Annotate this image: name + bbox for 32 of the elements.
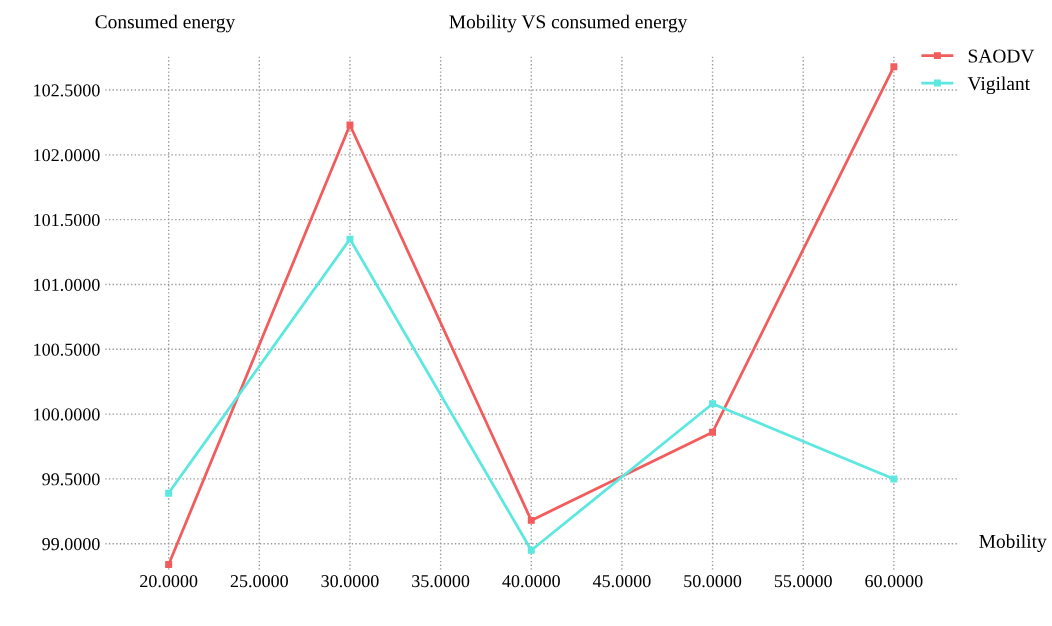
x-tick-label: 50.0000 — [684, 575, 742, 588]
x-tick-label: 60.0000 — [865, 575, 923, 588]
y-tick-label: 101.5000 — [34, 213, 100, 227]
point — [165, 489, 173, 497]
chart-title: Mobility VS consumed energy — [449, 14, 688, 33]
x-tick-label: 30.0000 — [321, 575, 379, 588]
point — [890, 475, 898, 483]
point — [346, 235, 354, 243]
point — [890, 63, 898, 71]
y-tick-label: 99.5000 — [42, 473, 100, 486]
y-tick-label: 101.0000 — [34, 278, 100, 291]
x-tick-label: 45.0000 — [592, 575, 651, 588]
y-axis-title: Consumed energy — [95, 14, 236, 33]
y-tick-label: 102.0000 — [34, 149, 100, 162]
y-tick-label: 102.5000 — [34, 84, 100, 97]
y-tick-label: 100.5000 — [34, 343, 100, 356]
point — [346, 121, 354, 129]
legend-label: SAODV — [968, 49, 1035, 63]
legend-label: Vigilant — [967, 76, 1030, 95]
point — [527, 546, 535, 554]
point — [709, 400, 717, 408]
x-axis-title: Mobility — [979, 534, 1047, 552]
x-tick-label: 25.0000 — [230, 575, 288, 588]
x-tick-label: 55.0000 — [774, 575, 832, 588]
x-tick-label: 35.0000 — [412, 575, 470, 588]
point — [709, 428, 717, 436]
x-tick-label: 40.0000 — [502, 575, 560, 588]
y-tick-label: 100.0000 — [34, 408, 100, 421]
point — [165, 561, 173, 568]
point — [527, 516, 535, 524]
x-tick-label: 20.0000 — [140, 575, 198, 588]
y-tick-label: 99.0000 — [42, 537, 100, 551]
